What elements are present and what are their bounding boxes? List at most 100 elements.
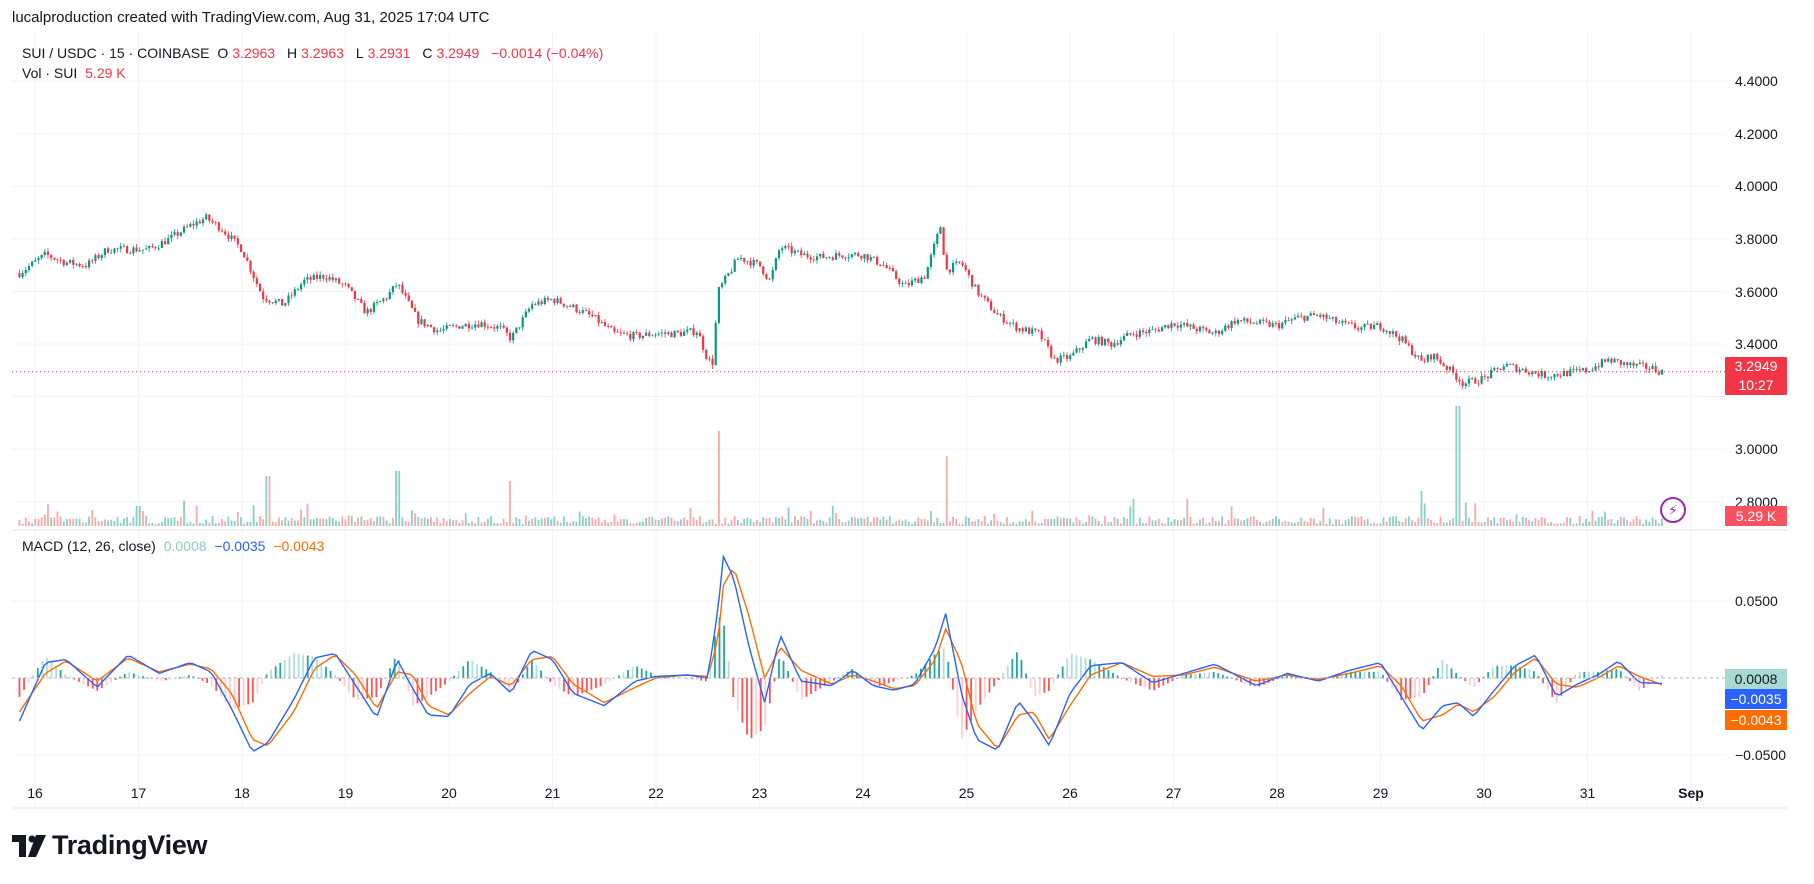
- candle-body: [1031, 328, 1034, 334]
- candle-body: [1015, 322, 1018, 331]
- volume-bar: [448, 519, 451, 526]
- macd-histogram-bar: [1034, 678, 1037, 697]
- candle-body: [1236, 319, 1240, 324]
- macd-histogram-bar: [714, 636, 716, 679]
- candle-body: [986, 297, 990, 302]
- candle-body: [78, 263, 81, 267]
- candle-body: [448, 325, 451, 327]
- candle-body: [303, 279, 306, 285]
- volume-bar: [268, 476, 271, 526]
- volume-bar: [939, 522, 942, 526]
- volume-bar: [1056, 516, 1059, 526]
- volume-bar: [996, 520, 999, 526]
- macd-histogram-bar: [636, 666, 639, 679]
- price-tick-label: 3.4000: [1735, 336, 1778, 353]
- macd-histogram-bar: [160, 678, 163, 682]
- candle-body: [1338, 322, 1341, 324]
- volume-bar: [952, 516, 954, 526]
- volume-bar: [616, 521, 619, 526]
- macd-histogram-bar: [64, 674, 67, 679]
- volume-bar: [189, 521, 192, 526]
- macd-histogram-bar: [1546, 678, 1549, 691]
- volume-bar: [62, 521, 65, 526]
- volume-bar: [328, 516, 331, 526]
- candle-body: [733, 260, 736, 272]
- candle-body: [518, 327, 521, 329]
- macd-histogram-bar: [334, 674, 337, 679]
- flash-icon[interactable]: ⚡: [1660, 497, 1686, 523]
- volume-bar: [40, 517, 43, 526]
- volume-bar: [1417, 517, 1420, 526]
- candle-body: [407, 295, 410, 301]
- macd-histogram-bar: [151, 678, 154, 680]
- macd-histogram-bar: [251, 678, 254, 703]
- macd-histogram-bar: [1574, 674, 1576, 679]
- candle-body: [1059, 355, 1062, 363]
- candle-body: [1230, 320, 1233, 328]
- candle-body: [461, 326, 464, 329]
- macd-histogram-bar: [1519, 667, 1522, 679]
- macd-histogram-bar: [412, 678, 414, 707]
- candle-body: [1021, 328, 1024, 332]
- macd-histogram-bar: [1194, 673, 1197, 679]
- candle-body: [1357, 328, 1360, 330]
- macd-histogram-bar: [1057, 674, 1059, 679]
- candle-body: [334, 278, 338, 281]
- candle-body: [432, 327, 436, 333]
- volume-bar: [1341, 523, 1344, 526]
- volume-bar: [1195, 522, 1198, 526]
- volume-bar: [1202, 518, 1205, 526]
- volume-bar: [499, 523, 502, 526]
- volume-bar: [1306, 522, 1309, 526]
- volume-bar: [309, 519, 312, 526]
- candle-body: [1328, 318, 1331, 320]
- macd-histogram-bar: [1569, 678, 1572, 683]
- volume-bar: [1395, 516, 1398, 526]
- candle-body: [62, 260, 65, 266]
- candle-body: [1626, 362, 1629, 366]
- volume-bar: [1319, 520, 1322, 526]
- candle-body: [192, 223, 195, 226]
- candle-body: [540, 301, 543, 305]
- candle-body: [645, 332, 648, 336]
- macd-histogram-bar: [1015, 652, 1018, 679]
- volume-bar: [271, 521, 274, 526]
- volume-bar: [53, 517, 56, 526]
- volume-bar: [1091, 516, 1094, 526]
- volume-bar: [1088, 515, 1091, 526]
- volume-bar: [1110, 521, 1113, 526]
- candle-body: [828, 257, 831, 259]
- macd-histogram-bar: [608, 678, 611, 682]
- volume-bar: [515, 517, 518, 526]
- volume-bar: [1173, 519, 1176, 526]
- volume-bar: [236, 512, 239, 526]
- macd-histogram-bar: [1011, 659, 1014, 679]
- volume-bar: [85, 522, 87, 526]
- volume-bar: [581, 516, 584, 526]
- candle-body: [1461, 381, 1464, 386]
- candle-body: [350, 287, 353, 291]
- volume-bar: [885, 519, 888, 526]
- macd-histogram-bar: [1061, 666, 1064, 679]
- macd-histogram-bar: [1295, 676, 1297, 679]
- candle-body: [379, 301, 382, 303]
- macd-histogram-bar: [1441, 659, 1444, 679]
- volume-bar: [28, 521, 30, 526]
- open-label: O: [217, 45, 229, 61]
- volume-bar: [768, 517, 771, 526]
- date-tick-label: 17: [130, 785, 147, 801]
- candle-body: [100, 255, 103, 259]
- candle-body: [1091, 337, 1094, 339]
- macd-histogram-bar: [73, 678, 76, 680]
- candle-body: [1303, 315, 1306, 321]
- candle-body: [1053, 357, 1056, 359]
- candle-body: [353, 290, 357, 300]
- volume-bar: [379, 516, 382, 526]
- macd-histogram-bar: [347, 678, 350, 692]
- macd-histogram-bar: [1226, 676, 1229, 679]
- candle-body: [1252, 322, 1255, 324]
- volume-bar: [1316, 523, 1318, 526]
- candle-body: [917, 278, 920, 284]
- macd-histogram-bar: [563, 678, 565, 692]
